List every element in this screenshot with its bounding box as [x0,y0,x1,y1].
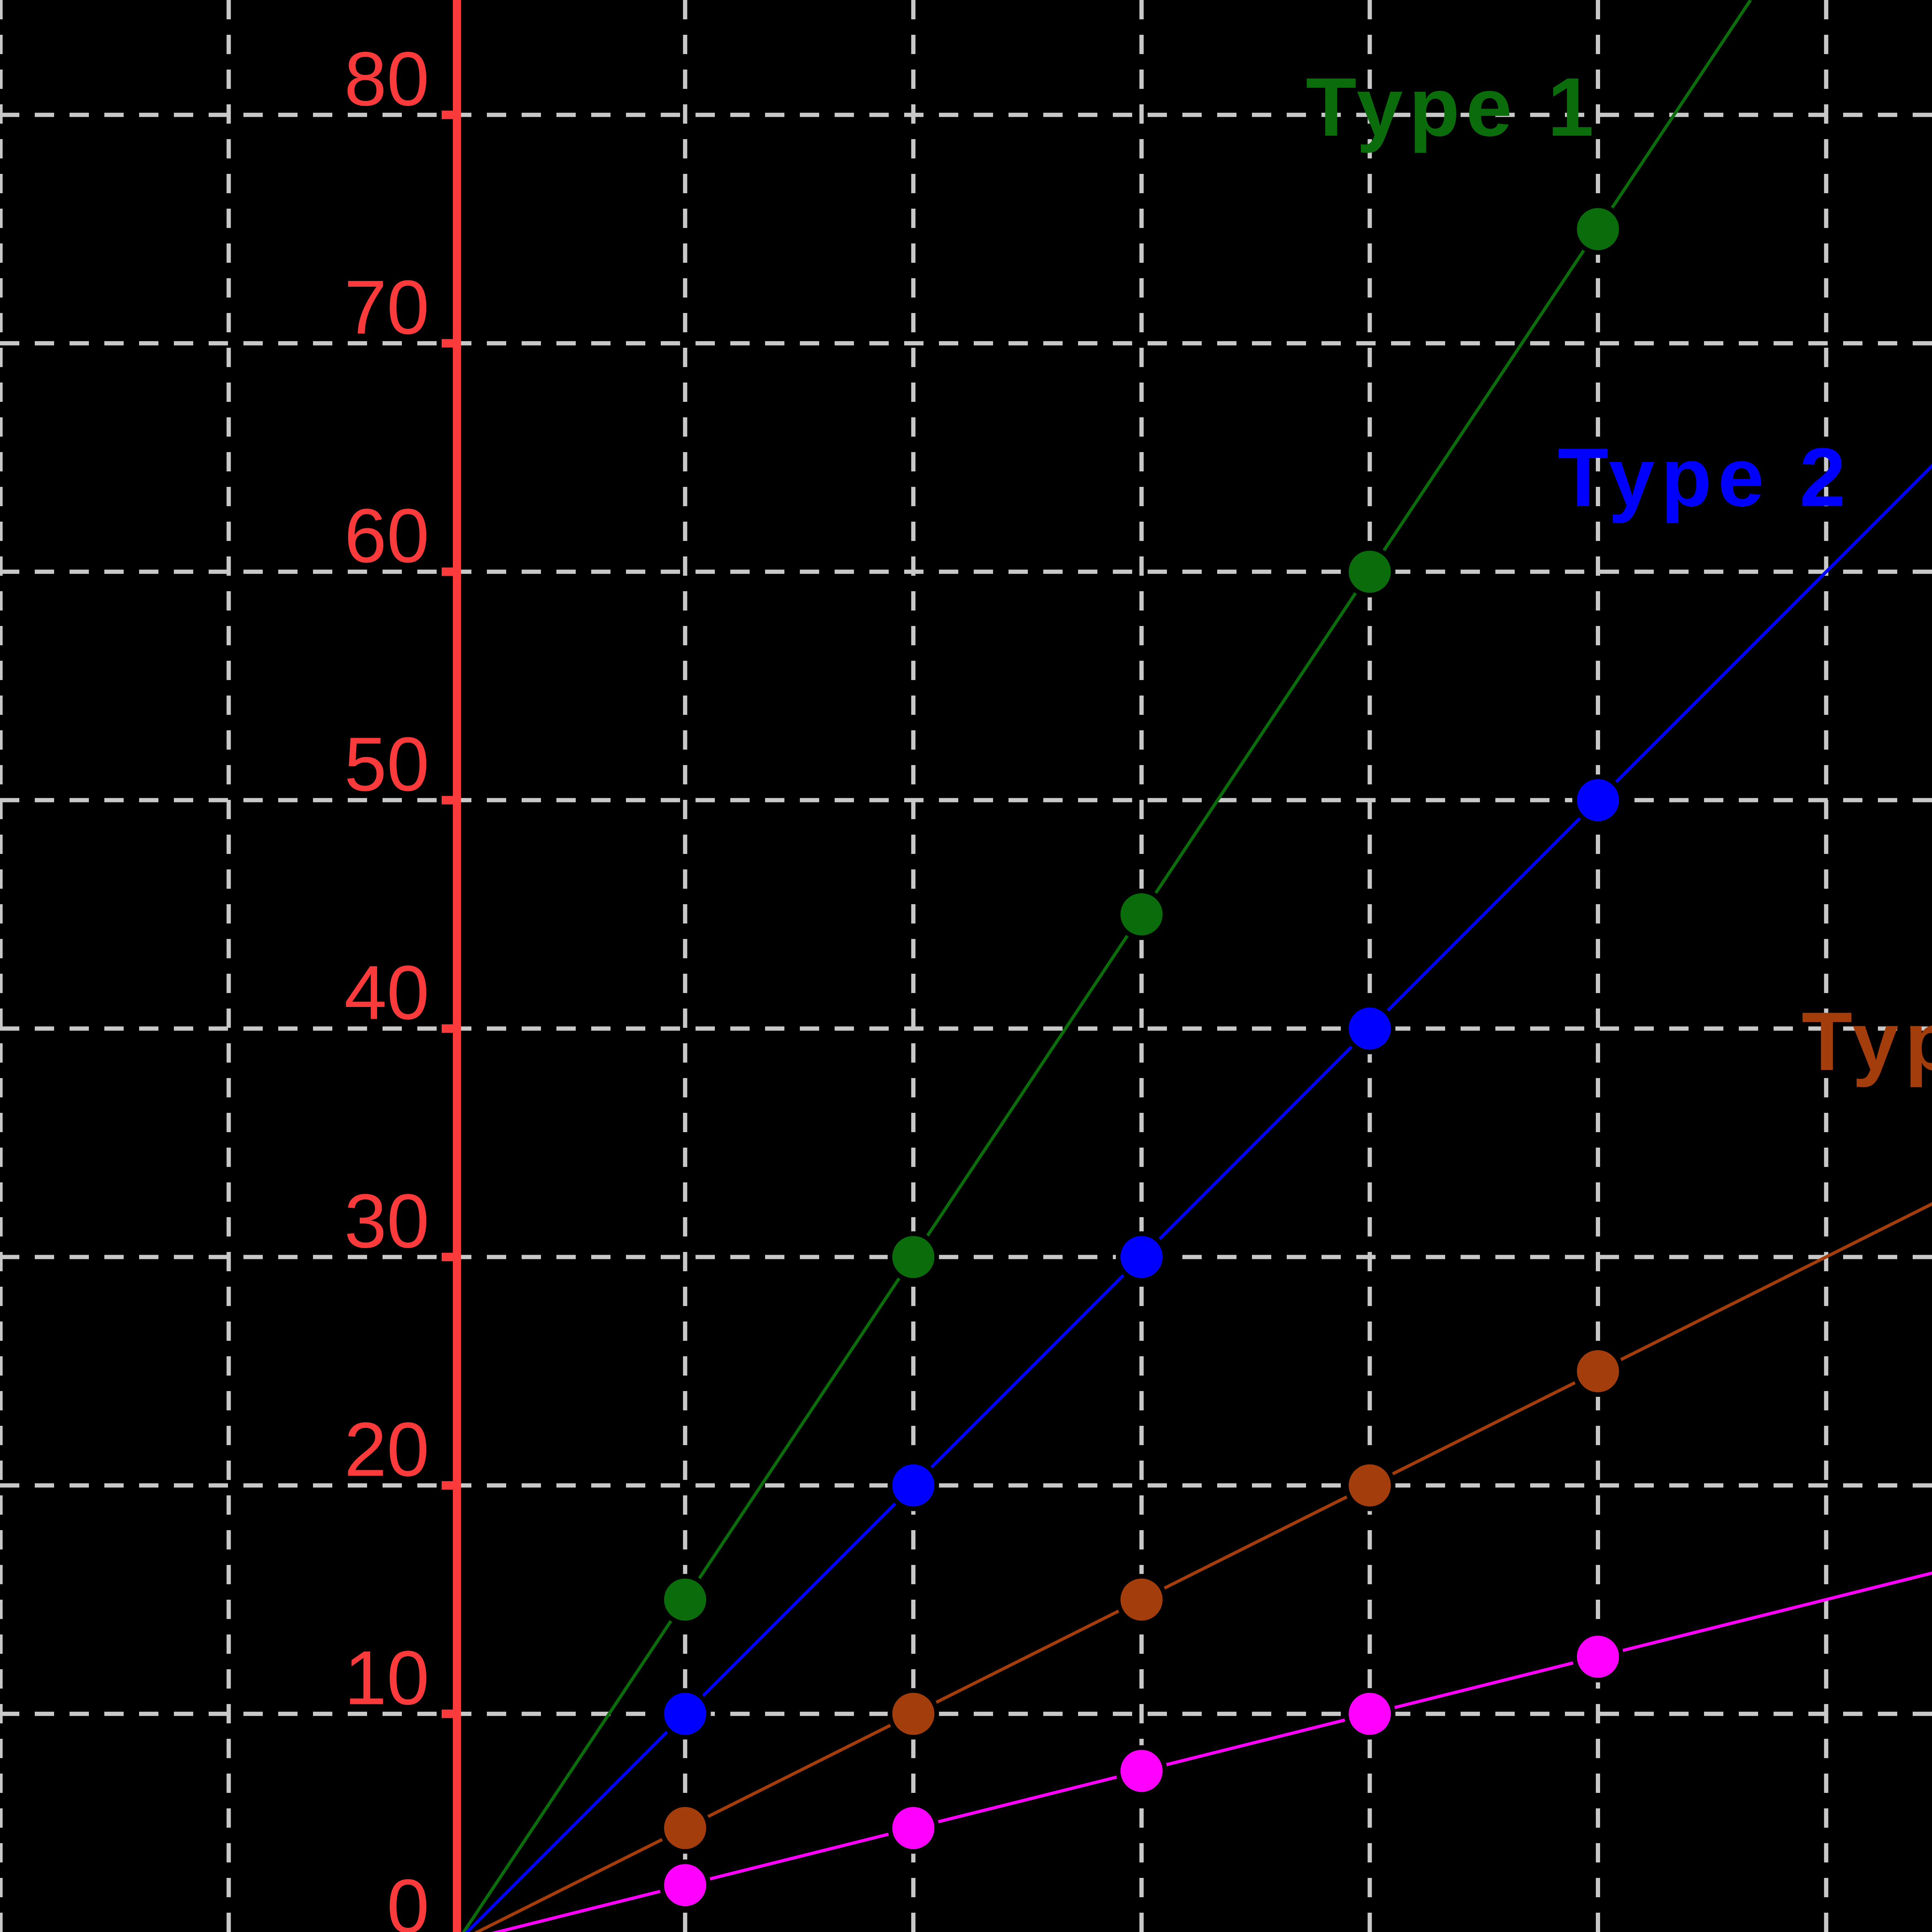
svg-text:Type 3: Type 3 [1801,995,1932,1088]
svg-text:0: 0 [387,1864,429,1932]
svg-text:20: 20 [344,1406,429,1492]
svg-text:60: 60 [344,493,429,578]
svg-text:70: 70 [344,264,429,350]
svg-text:30: 30 [344,1178,429,1264]
svg-text:80: 80 [344,36,429,121]
svg-text:Type 1: Type 1 [1306,60,1600,153]
svg-text:50: 50 [344,721,429,807]
svg-text:Type 2: Type 2 [1558,430,1852,524]
svg-text:10: 10 [344,1635,429,1720]
svg-text:40: 40 [344,950,429,1035]
